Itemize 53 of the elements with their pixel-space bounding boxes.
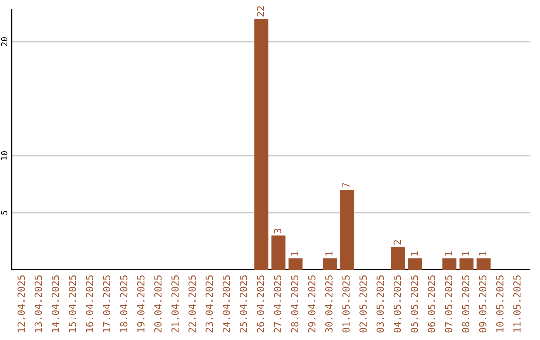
x-tick-label: 06.05.2025: [428, 276, 436, 333]
y-tick-label: 10: [1, 151, 8, 160]
x-tick-label: 01.05.2025: [342, 276, 350, 333]
x-tick-label: 30.04.2025: [325, 276, 333, 333]
bar: [460, 258, 474, 270]
bar: [408, 258, 422, 270]
data-label: 1: [326, 252, 333, 256]
bar: [340, 190, 354, 270]
data-label: 1: [479, 252, 487, 256]
x-tick-label: 27.04.2025: [274, 276, 282, 333]
x-tick-label: 03.05.2025: [376, 276, 384, 333]
x-tick-label: 24.04.2025: [222, 276, 230, 333]
x-tick-label: 17.04.2025: [103, 276, 111, 332]
x-tick-label: 22.04.2025: [188, 276, 196, 333]
x-tick-label: 25.04.2025: [240, 276, 248, 333]
y-tick-label: 20: [1, 37, 8, 46]
data-label: 22: [257, 6, 264, 17]
x-tick-label: 08.05.2025: [462, 276, 470, 333]
data-label: 2: [394, 240, 402, 245]
data-label: 1: [445, 252, 452, 256]
x-tick-label: 09.05.2025: [479, 276, 487, 333]
x-tick-label: 12.04.2025: [18, 276, 26, 332]
x-tick-label: 19.04.2025: [137, 276, 145, 332]
x-tick-label: 11.05.2025: [514, 276, 521, 332]
bar: [254, 19, 269, 270]
x-tick-label: 10.05.2025: [496, 276, 504, 332]
x-tick-label: 14.04.2025: [52, 276, 60, 332]
data-label: 1: [462, 252, 470, 256]
x-tick-label: 13.04.2025: [34, 276, 42, 332]
data-label: 1: [291, 252, 298, 256]
x-tick-label: 26.04.2025: [257, 276, 264, 333]
x-tick-label: 04.05.2025: [394, 276, 402, 333]
x-tick-label: 16.04.2025: [86, 276, 94, 332]
bar: [322, 258, 337, 270]
x-tick-label: 02.05.2025: [360, 276, 368, 333]
x-tick-label: 21.04.2025: [172, 276, 179, 333]
data-label: 3: [274, 228, 282, 234]
y-tick-label: 5: [1, 211, 8, 215]
x-tick-label: 23.04.2025: [206, 276, 214, 333]
x-tick-label: 05.05.2025: [410, 276, 418, 333]
x-tick-label: 20.04.2025: [154, 276, 162, 333]
bar: [391, 247, 406, 270]
data-label: 1: [411, 252, 418, 256]
data-label: 7: [342, 183, 350, 188]
bar: [288, 258, 303, 270]
x-tick-label: 18.04.2025: [120, 276, 128, 332]
bar: [442, 258, 457, 270]
bar: [272, 236, 286, 270]
bar: [476, 258, 491, 270]
x-tick-label: 07.05.2025: [445, 276, 452, 333]
x-tick-label: 15.04.2025: [69, 276, 76, 332]
x-tick-label: 29.04.2025: [308, 276, 316, 333]
x-tick-label: 28.04.2025: [291, 276, 299, 333]
